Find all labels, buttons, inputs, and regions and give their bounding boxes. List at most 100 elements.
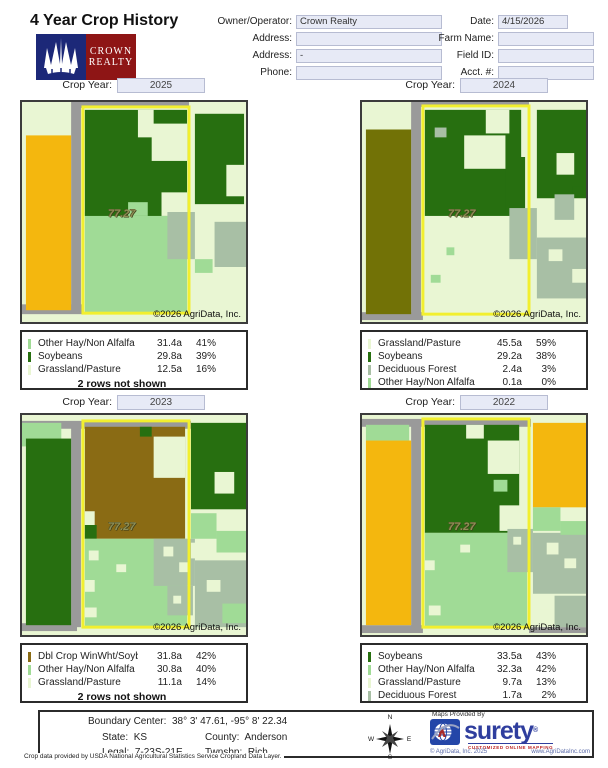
- crop-year-label-2025: Crop Year:: [62, 79, 112, 91]
- address2-label: Address:: [252, 50, 292, 61]
- legend-swatch: [368, 677, 371, 688]
- legend-percent: 2%: [541, 690, 556, 701]
- legend-swatch: [368, 351, 371, 362]
- logo-wordmark: CROWN REALTY: [86, 34, 136, 80]
- owner-operator-field[interactable]: Crown Realty: [296, 15, 442, 29]
- legend-acres: 29.2a: [496, 351, 522, 362]
- surety-tagline: CUSTOMIZED ONLINE MAPPING: [468, 743, 554, 750]
- legend-percent: 38%: [535, 351, 556, 362]
- legend-row: Other Hay/Non Alfalfa 30.8a 40%: [28, 663, 216, 676]
- legal-label: Legal:: [102, 747, 129, 758]
- legend-percent: 0%: [541, 377, 556, 388]
- svg-text:E: E: [407, 736, 412, 743]
- address1-field[interactable]: [296, 32, 442, 46]
- crop-map-2023: 77.27 ©2026 AgriData, Inc.: [20, 413, 248, 637]
- legend-row: Deciduous Forest 2.4a 3%: [368, 363, 556, 376]
- legend-crop-label: Deciduous Forest: [378, 364, 457, 375]
- legend-crop-label: Other Hay/Non Alfalfa: [378, 377, 475, 388]
- date-label: Date:: [470, 16, 494, 27]
- parcel-acreage-label: 77.27: [448, 521, 476, 533]
- legend-percent: 14%: [195, 677, 216, 688]
- phone-label: Phone:: [260, 67, 292, 78]
- registered-mark: ®: [533, 727, 538, 734]
- legend-crop-label: Other Hay/Non Alfalfa: [378, 664, 475, 675]
- logo-line1: CROWN: [89, 46, 133, 57]
- legend-acres: 45.5a: [496, 338, 522, 349]
- boundary-center-value: 38° 3' 47.61, -95° 8' 22.34: [171, 716, 288, 727]
- crop-map-2025-image: [22, 102, 246, 322]
- field-id-label: Field ID:: [456, 50, 494, 61]
- legend-row: Grassland/Pasture 11.1a 14%: [28, 676, 216, 689]
- legend-percent: 42%: [195, 651, 216, 662]
- svg-text:W: W: [368, 736, 375, 743]
- address2-field[interactable]: -: [296, 49, 442, 63]
- legend-percent: 59%: [535, 338, 556, 349]
- agridata-globe-icon: [430, 719, 460, 745]
- legend-swatch: [368, 377, 371, 388]
- legend-row: Soybeans 33.5a 43%: [368, 650, 556, 663]
- svg-text:N: N: [388, 714, 393, 721]
- legend-crop-label: Other Hay/Non Alfalfa: [38, 664, 135, 675]
- crop-year-field-2025[interactable]: 2025: [117, 78, 205, 93]
- legend-2022: Soybeans 33.5a 43% Other Hay/Non Alfalfa 32.…: [360, 643, 588, 703]
- phone-field[interactable]: [296, 66, 442, 80]
- crop-map-2022: 77.27 ©2026 AgriData, Inc.: [360, 413, 588, 637]
- legend-crop-label: Other Hay/Non Alfalfa: [38, 338, 135, 349]
- legend-acres: 0.1a: [502, 377, 522, 388]
- legend-percent: 13%: [535, 677, 556, 688]
- legend-2025: Other Hay/Non Alfalfa 31.4a 41% Soybeans 29.…: [20, 330, 248, 390]
- state-value: KS: [133, 732, 148, 743]
- legend-crop-label: Grassland/Pasture: [378, 677, 461, 688]
- legend-acres: 29.8a: [156, 351, 182, 362]
- legend-row: Grassland/Pasture 45.5a 59%: [368, 337, 556, 350]
- date-field[interactable]: 4/15/2026: [498, 15, 568, 29]
- owner-operator-label: Owner/Operator:: [217, 16, 292, 27]
- legend-swatch: [28, 651, 31, 662]
- farm-name-field[interactable]: [498, 32, 594, 46]
- surety-word: surety®: [464, 717, 538, 745]
- maps-provided-by-label: Maps Provided By: [432, 711, 485, 718]
- crop-map-2025: 77.27 ©2026 AgriData, Inc.: [20, 100, 248, 324]
- legend-percent: 16%: [195, 364, 216, 375]
- crop-year-field-2022[interactable]: 2022: [460, 395, 548, 410]
- state-row: State: KS: [102, 732, 147, 743]
- legend-acres: 32.3a: [496, 664, 522, 675]
- legend-swatch: [368, 338, 371, 349]
- legend-acres: 30.8a: [156, 664, 182, 675]
- state-label: State:: [102, 732, 129, 743]
- crop-year-field-2023[interactable]: 2023: [117, 395, 205, 410]
- legend-percent: 40%: [195, 664, 216, 675]
- crop-year-label-2022: Crop Year:: [405, 396, 455, 408]
- legend-acres: 33.5a: [496, 651, 522, 662]
- legend-rows-not-shown-note: 2 rows not shown: [77, 378, 167, 390]
- parcel-acreage-label: 77.27: [448, 208, 476, 220]
- map-copyright: ©2026 AgriData, Inc.: [153, 309, 241, 320]
- map-copyright: ©2026 AgriData, Inc.: [153, 622, 241, 633]
- surety-logo: Maps Provided By surety® CUSTOMIZED ONLI…: [428, 711, 592, 756]
- page-title: 4 Year Crop History: [30, 12, 179, 29]
- legend-swatch: [28, 364, 31, 375]
- compass-rose-icon: N S W E: [368, 711, 412, 761]
- legend-crop-label: Grassland/Pasture: [378, 338, 461, 349]
- legend-row: Soybeans 29.2a 38%: [368, 350, 556, 363]
- legend-row: Other Hay/Non Alfalfa 0.1a 0%: [368, 376, 556, 389]
- legend-swatch: [368, 651, 371, 662]
- legend-crop-label: Grassland/Pasture: [38, 677, 121, 688]
- boundary-center-label: Boundary Center:: [88, 716, 167, 727]
- legend-acres: 31.4a: [156, 338, 182, 349]
- legend-percent: 41%: [195, 338, 216, 349]
- crop-map-2024: 77.27 ©2026 AgriData, Inc.: [360, 100, 588, 324]
- county-row: County: Anderson: [205, 732, 287, 743]
- legend-swatch: [28, 664, 31, 675]
- twnshp-row: Twnshp: Rich: [205, 747, 268, 758]
- crop-year-field-2024[interactable]: 2024: [460, 78, 548, 93]
- map-copyright: ©2026 AgriData, Inc.: [493, 309, 581, 320]
- agridata-url[interactable]: www.AgriDataInc.com: [531, 749, 590, 755]
- field-id-field[interactable]: [498, 49, 594, 63]
- crop-data-attribution: Crop data provided by USDA National Agri…: [22, 753, 284, 760]
- legend-acres: 1.7a: [502, 690, 522, 701]
- legend-swatch: [368, 364, 371, 375]
- legend-percent: 43%: [535, 651, 556, 662]
- legend-percent: 3%: [541, 364, 556, 375]
